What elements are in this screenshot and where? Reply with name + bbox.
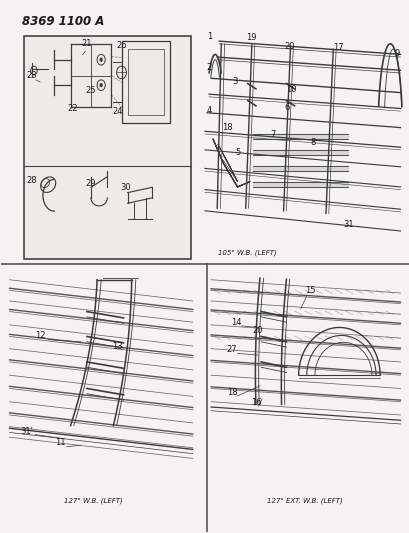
Text: 6: 6	[284, 103, 289, 112]
Text: 11: 11	[55, 438, 65, 447]
Bar	[127, 49, 164, 115]
Text: 127" EXT. W.B. (LEFT): 127" EXT. W.B. (LEFT)	[266, 497, 342, 504]
Bar	[121, 41, 170, 123]
Bar	[24, 36, 190, 259]
Text: 8: 8	[309, 138, 315, 147]
Text: 15: 15	[304, 286, 315, 295]
Text: 3: 3	[232, 77, 237, 86]
Circle shape	[99, 83, 103, 87]
Text: 25: 25	[85, 86, 96, 95]
Text: 1: 1	[207, 31, 212, 41]
Text: 24: 24	[112, 107, 122, 116]
Text: 19: 19	[245, 33, 256, 42]
Text: 18: 18	[227, 388, 238, 397]
Text: 16: 16	[250, 399, 261, 407]
Text: 31': 31'	[20, 426, 34, 435]
Text: 27: 27	[226, 345, 237, 354]
Text: 20: 20	[252, 326, 263, 335]
Text: 8369 1100 A: 8369 1100 A	[22, 14, 104, 28]
Text: 29: 29	[85, 179, 96, 188]
Text: 5: 5	[235, 148, 240, 157]
Text: 12: 12	[35, 331, 45, 340]
Text: 18: 18	[222, 123, 233, 132]
Circle shape	[99, 58, 103, 62]
Text: 105" W.B. (LEFT): 105" W.B. (LEFT)	[218, 250, 276, 256]
Text: 127" W.B. (LEFT): 127" W.B. (LEFT)	[63, 497, 122, 504]
Text: 23: 23	[27, 71, 37, 80]
Text: 10: 10	[286, 85, 296, 93]
Text: 31: 31	[343, 220, 353, 229]
Text: 14: 14	[231, 318, 241, 327]
Text: 30: 30	[120, 183, 130, 192]
Text: 20: 20	[284, 42, 294, 51]
Text: 21: 21	[81, 39, 92, 49]
Text: 13: 13	[112, 342, 122, 351]
Text: 7: 7	[270, 130, 275, 139]
Text: 2: 2	[206, 63, 211, 72]
Text: 28: 28	[27, 176, 37, 185]
Text: 26: 26	[116, 41, 126, 50]
Text: 17: 17	[333, 43, 343, 52]
Text: 22: 22	[67, 104, 78, 113]
Text: 4: 4	[206, 106, 211, 115]
Text: 9: 9	[393, 49, 399, 58]
